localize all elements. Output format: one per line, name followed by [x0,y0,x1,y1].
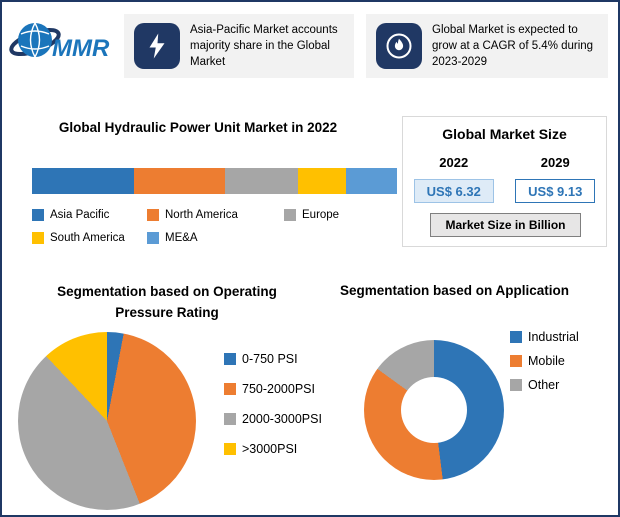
legend-label: South America [50,232,125,244]
legend-swatch [224,413,236,425]
legend-swatch [510,331,522,343]
bar-segment-south-america [298,168,346,194]
pressure-pie-title: Segmentation based on Operating Pressure… [57,284,277,320]
legend-swatch [147,232,159,244]
legend-item-asia-pacific: Asia Pacific [32,209,147,221]
logo-text: MMR [52,35,110,62]
legend-swatch [510,355,522,367]
mmr-logo: MMR [9,22,110,62]
legend-item-0-750-psi: 0-750 PSI [224,352,322,366]
legend-swatch [224,443,236,455]
bar-segment-europe [225,168,299,194]
legend-label: Asia Pacific [50,209,110,221]
legend-item-europe: Europe [284,209,339,221]
callout-cagr: Global Market is expected to grow at a C… [366,14,608,78]
market-size-panel: Global Market Size 2022 2029 US$ 6.32 US… [402,116,607,247]
flame-icon [386,33,412,59]
pressure-pie-chart [18,332,196,510]
legend-item-south-america: South America [32,232,147,244]
application-donut-legend: Industrial Mobile Other [510,330,579,392]
legend-swatch [32,209,44,221]
callout-asia-pacific: Asia-Pacific Market accounts majority sh… [124,14,354,78]
bar-legend-row-1: Asia Pacific North America Europe [32,209,339,221]
logo-globe-icon [18,23,52,57]
legend-swatch [32,232,44,244]
bar-legend-row-2: South America ME&A [32,232,284,244]
logo-globe-lines-icon [20,22,50,58]
legend-item-north-america: North America [147,209,284,221]
legend-swatch [510,379,522,391]
application-donut-title: Segmentation based on Application [339,283,570,298]
legend-label: Other [528,378,560,392]
legend-label: 750-2000PSI [242,382,315,396]
bar-segment-asia-pacific [32,168,135,194]
pressure-pie-legend: 0-750 PSI 750-2000PSI 2000-3000PSI >3000PSI [224,352,322,456]
legend-item-750-2000psi: 750-2000PSI [224,382,322,396]
legend-swatch [224,383,236,395]
market-value-2022: US$ 6.32 [413,179,494,203]
callout-cagr-text: Global Market is expected to grow at a C… [432,23,594,69]
legend-label: Industrial [528,330,579,344]
legend-label: ME&A [165,232,198,244]
legend-label: Europe [302,209,340,221]
lightning-icon-tile [134,23,180,69]
value-row: US$ 6.32 US$ 9.13 [403,179,606,203]
legend-swatch [284,209,296,221]
market-size-footnote: Market Size in Billion [430,213,581,237]
legend-label: 2000-3000PSI [242,412,322,426]
application-donut-hole [401,377,467,443]
legend-swatch [224,353,236,365]
callout-asia-pacific-text: Asia-Pacific Market accounts majority sh… [190,23,338,69]
legend-label: North America [165,209,238,221]
year-2022: 2022 [439,155,469,170]
market-size-title: Global Market Size [442,126,567,142]
bar-chart-title: Global Hydraulic Power Unit Market in 20… [58,120,338,135]
legend-item-me-a: ME&A [147,232,284,244]
stacked-bar-chart [32,168,397,194]
legend-swatch [147,209,159,221]
year-2029: 2029 [540,155,570,170]
flame-icon-tile [376,23,422,69]
legend-item-3000psi: >3000PSI [224,442,322,456]
legend-item-2000-3000psi: 2000-3000PSI [224,412,322,426]
legend-item-other: Other [510,378,579,392]
lightning-icon [149,33,165,59]
legend-item-industrial: Industrial [510,330,579,344]
year-row: 2022 2029 [403,155,606,170]
legend-label: Mobile [528,354,565,368]
legend-item-mobile: Mobile [510,354,579,368]
legend-label: >3000PSI [242,442,298,456]
bar-segment-north-america [134,168,226,194]
application-donut-chart [364,340,504,480]
bar-segment-me-a [345,168,397,194]
market-value-2029: US$ 9.13 [515,179,596,203]
legend-label: 0-750 PSI [242,352,298,366]
